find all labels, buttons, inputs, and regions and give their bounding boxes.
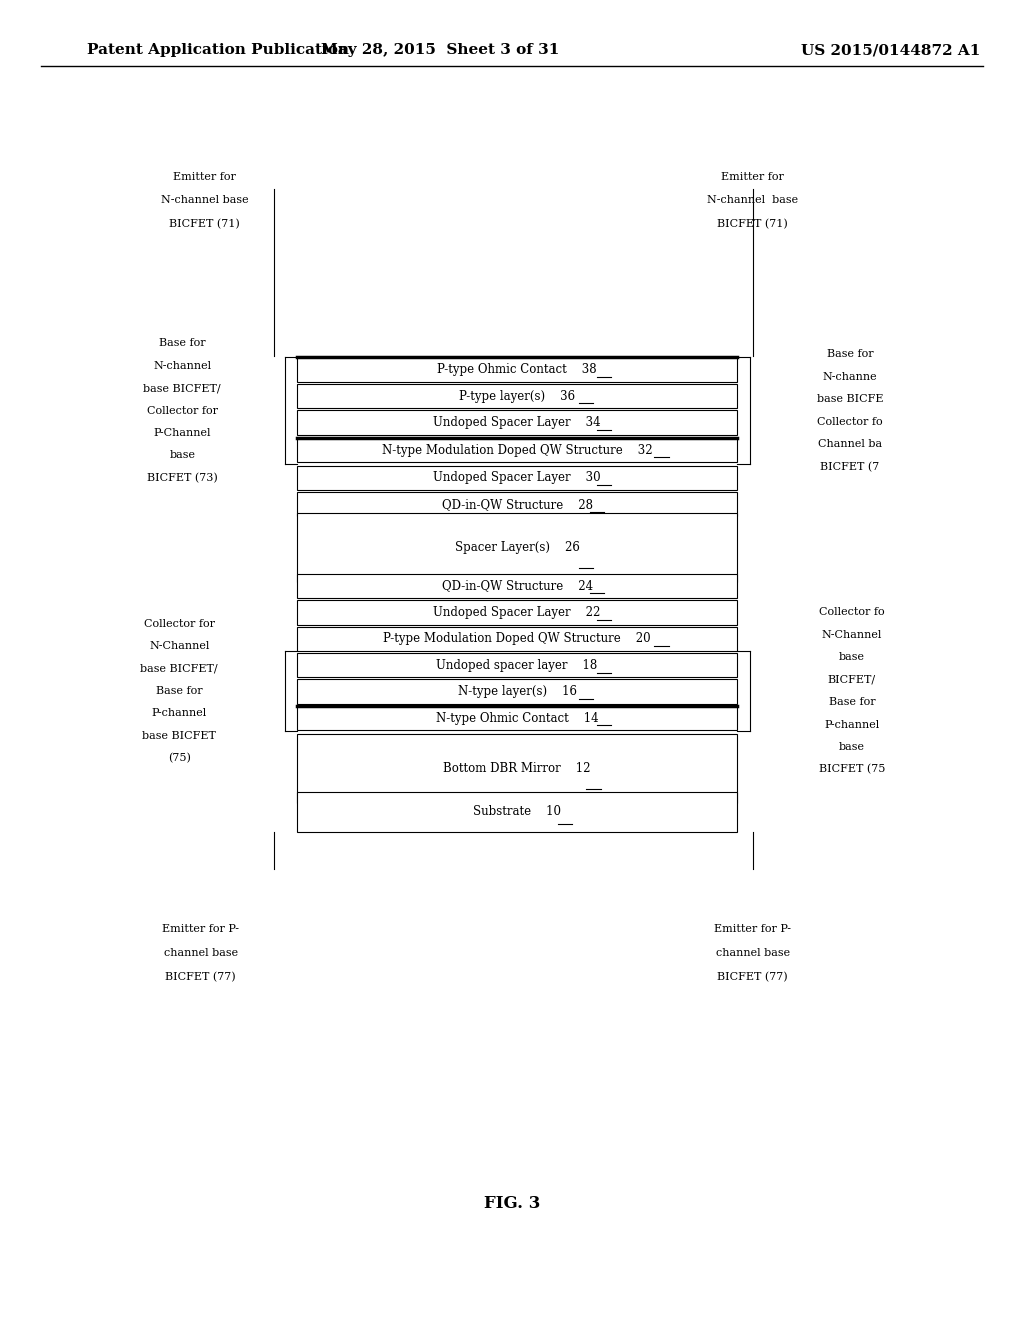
Text: QD-in-QW Structure    28: QD-in-QW Structure 28: [441, 498, 593, 511]
Text: May 28, 2015  Sheet 3 of 31: May 28, 2015 Sheet 3 of 31: [322, 44, 559, 57]
Text: P-channel: P-channel: [824, 719, 880, 730]
Text: P-channel: P-channel: [152, 709, 207, 718]
Text: P-type Ohmic Contact    38: P-type Ohmic Contact 38: [437, 363, 597, 376]
Text: BICFET/: BICFET/: [828, 675, 876, 685]
Text: Channel ba: Channel ba: [818, 440, 882, 449]
Text: Base for: Base for: [828, 697, 876, 708]
Text: (75): (75): [168, 754, 190, 763]
Text: Collector fo: Collector fo: [817, 417, 883, 426]
Text: N-channel  base: N-channel base: [708, 195, 798, 206]
Text: base BICFE: base BICFE: [817, 395, 883, 404]
Text: N-Channel: N-Channel: [150, 642, 209, 651]
Text: N-channe: N-channe: [822, 372, 878, 381]
Text: P-type layer(s)    36: P-type layer(s) 36: [459, 389, 575, 403]
Text: Emitter for: Emitter for: [173, 172, 237, 182]
Text: Undoped Spacer Layer    30: Undoped Spacer Layer 30: [433, 471, 601, 484]
Text: BICFET (7: BICFET (7: [820, 462, 880, 471]
Bar: [297, 411, 737, 434]
Text: Collector fo: Collector fo: [819, 607, 885, 618]
Text: P-Channel: P-Channel: [154, 428, 211, 438]
Text: Substrate    10: Substrate 10: [473, 805, 561, 818]
Bar: [297, 438, 737, 462]
Text: base BICFET: base BICFET: [142, 731, 216, 741]
Bar: [297, 706, 737, 730]
Text: channel base: channel base: [716, 948, 790, 958]
Text: Bottom DBR Mirror    12: Bottom DBR Mirror 12: [443, 762, 591, 775]
Text: Patent Application Publication: Patent Application Publication: [87, 44, 349, 57]
Bar: [297, 653, 737, 677]
Text: N-channel: N-channel: [154, 360, 211, 371]
Bar: [297, 574, 737, 598]
Bar: [297, 792, 737, 832]
Text: N-type Ohmic Contact    14: N-type Ohmic Contact 14: [436, 711, 598, 725]
Text: BICFET (75: BICFET (75: [819, 764, 885, 775]
Text: Base for: Base for: [159, 338, 206, 348]
Bar: [297, 466, 737, 490]
Text: N-channel base: N-channel base: [161, 195, 249, 206]
Bar: [297, 513, 737, 582]
Text: base BICFET/: base BICFET/: [143, 383, 221, 393]
Text: base: base: [839, 742, 865, 752]
Text: BICFET (77): BICFET (77): [718, 972, 787, 982]
Bar: [297, 384, 737, 408]
Text: N-type Modulation Doped QW Structure    32: N-type Modulation Doped QW Structure 32: [382, 444, 652, 457]
Bar: [297, 358, 737, 381]
Text: N-Channel: N-Channel: [822, 630, 882, 640]
Text: BICFET (73): BICFET (73): [146, 473, 218, 483]
Bar: [297, 492, 737, 516]
Bar: [297, 680, 737, 704]
Text: channel base: channel base: [164, 948, 238, 958]
Text: Undoped Spacer Layer    22: Undoped Spacer Layer 22: [433, 606, 601, 619]
Text: N-type layer(s)    16: N-type layer(s) 16: [458, 685, 577, 698]
Text: Undoped spacer layer    18: Undoped spacer layer 18: [436, 659, 598, 672]
Text: P-type Modulation Doped QW Structure    20: P-type Modulation Doped QW Structure 20: [383, 632, 651, 645]
Text: BICFET (71): BICFET (71): [169, 219, 241, 230]
Text: QD-in-QW Structure    24: QD-in-QW Structure 24: [441, 579, 593, 593]
Text: Base for: Base for: [156, 686, 203, 696]
Bar: [297, 627, 737, 651]
Text: base BICFET/: base BICFET/: [140, 664, 218, 673]
Text: Collector for: Collector for: [143, 619, 215, 628]
Text: base: base: [169, 450, 196, 461]
Text: BICFET (71): BICFET (71): [717, 219, 788, 230]
Text: Emitter for P-: Emitter for P-: [162, 924, 240, 935]
Bar: [297, 601, 737, 624]
Text: Emitter for: Emitter for: [721, 172, 784, 182]
Text: Base for: Base for: [826, 350, 873, 359]
Bar: [297, 734, 737, 803]
Text: base: base: [839, 652, 865, 663]
Text: US 2015/0144872 A1: US 2015/0144872 A1: [801, 44, 981, 57]
Text: Spacer Layer(s)    26: Spacer Layer(s) 26: [455, 541, 580, 554]
Text: Undoped Spacer Layer    34: Undoped Spacer Layer 34: [433, 416, 601, 429]
Text: Emitter for P-: Emitter for P-: [714, 924, 792, 935]
Text: FIG. 3: FIG. 3: [483, 1196, 541, 1212]
Text: Collector for: Collector for: [146, 405, 218, 416]
Text: BICFET (77): BICFET (77): [166, 972, 236, 982]
